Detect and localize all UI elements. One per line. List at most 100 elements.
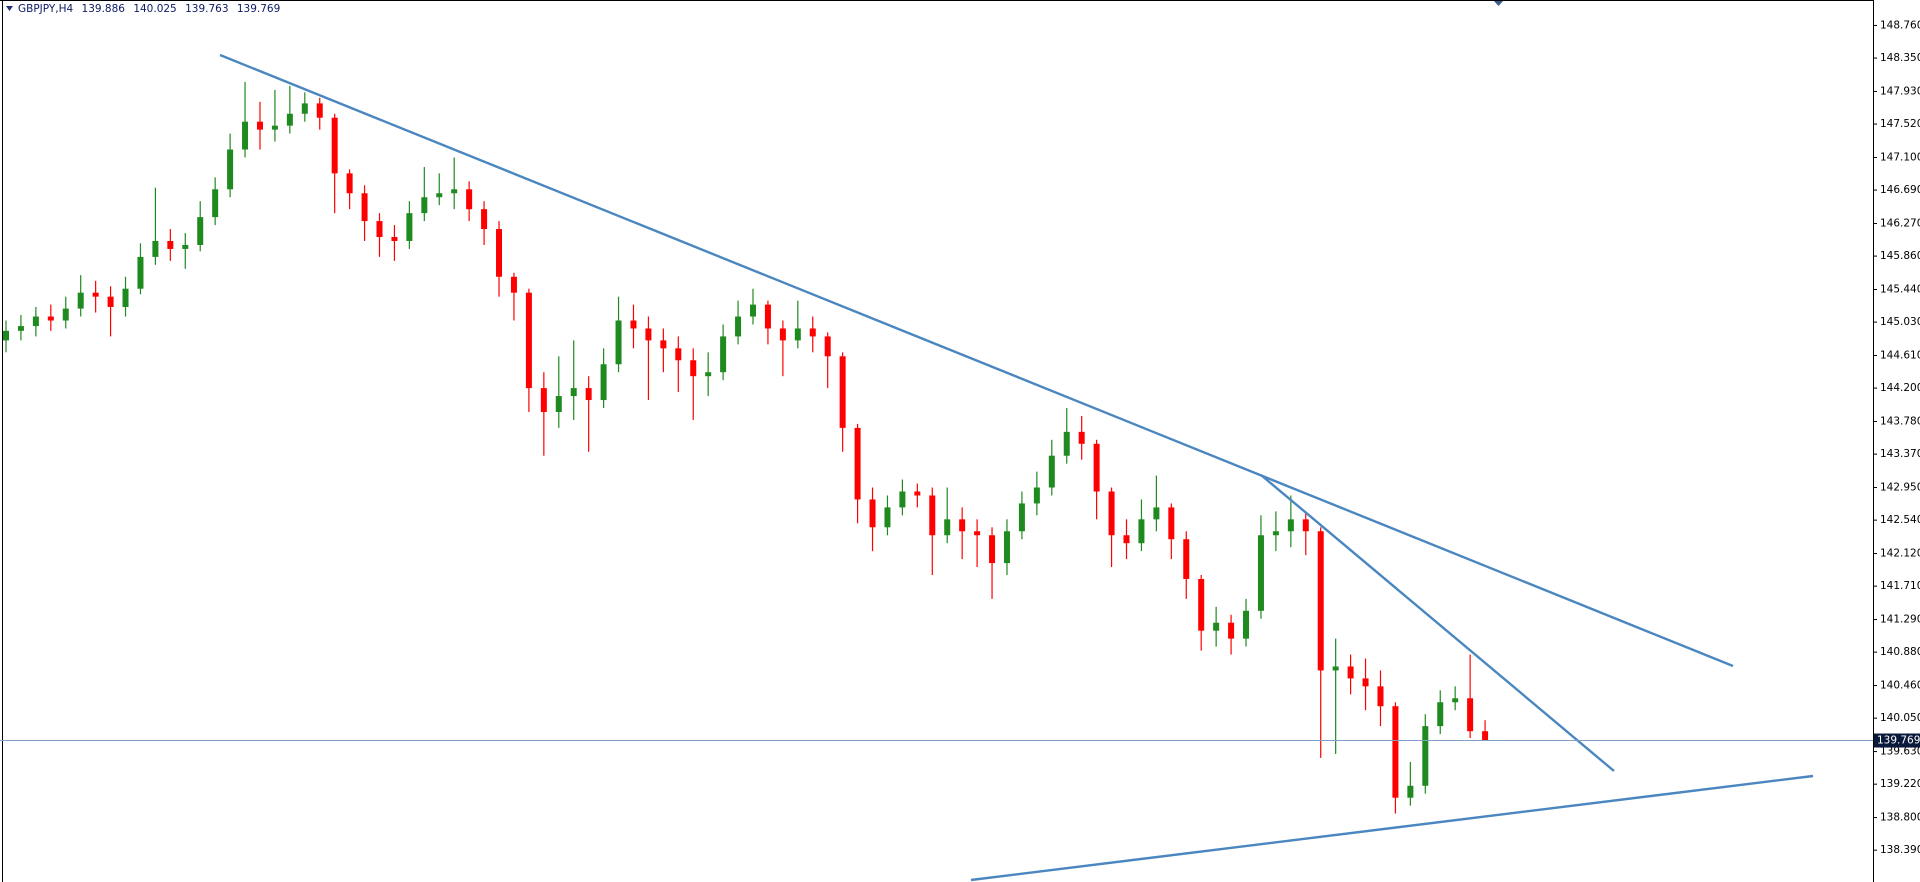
trend-line — [970, 774, 1814, 882]
candle-body — [1048, 455, 1055, 488]
y-tick-label: 138.800 — [1880, 812, 1920, 824]
candle-body — [1407, 785, 1414, 798]
candles — [3, 81, 1489, 814]
y-tick-label: 138.390 — [1880, 844, 1920, 856]
candle-body — [1302, 519, 1309, 532]
header-low: 139.763 — [185, 3, 228, 15]
candle-body — [167, 240, 174, 249]
y-tick-label: 145.860 — [1880, 250, 1920, 262]
candle-body — [1018, 503, 1025, 532]
chart-header: GBPJPY,H4 139.886 140.025 139.763 139.76… — [18, 3, 280, 15]
candle-body — [271, 125, 278, 130]
candle-body — [481, 209, 488, 230]
candle-body — [1198, 578, 1205, 631]
candle-body — [705, 372, 712, 377]
y-tick-label: 143.780 — [1880, 416, 1920, 428]
candle-body — [1033, 487, 1040, 504]
candle-body — [301, 103, 308, 114]
candle-body — [346, 173, 353, 194]
candle-body — [242, 121, 249, 150]
candle-body — [62, 308, 69, 321]
y-tick-label: 145.440 — [1880, 283, 1920, 295]
candle-body — [107, 296, 114, 307]
candle-body — [451, 189, 458, 194]
y-tick-label: 148.760 — [1880, 19, 1920, 31]
candle-body — [1153, 507, 1160, 520]
candle-body — [555, 396, 562, 412]
y-tick-label: 139.220 — [1880, 778, 1920, 790]
candle-body — [1392, 706, 1399, 798]
candle-body — [1422, 726, 1429, 786]
current-price-box — [1874, 733, 1920, 748]
candle-body — [1377, 686, 1384, 707]
candle-body — [376, 221, 383, 238]
candle-body — [1093, 443, 1100, 492]
candle-body — [137, 256, 144, 289]
candle-body — [540, 388, 547, 412]
header-close: 139.769 — [237, 3, 280, 15]
candle-body — [436, 193, 443, 198]
candle-body — [92, 292, 99, 297]
candle-body — [1168, 507, 1175, 540]
y-tick-label: 148.350 — [1880, 52, 1920, 64]
candle-body — [899, 491, 906, 508]
candle-body — [839, 356, 846, 428]
candle-body — [331, 117, 338, 174]
candle-body — [869, 499, 876, 528]
candle-body — [824, 336, 831, 357]
candle-body — [764, 304, 771, 329]
candle-body — [750, 304, 756, 317]
candle-body — [1362, 678, 1369, 687]
candle-body — [1003, 531, 1010, 564]
y-tick-label: 140.880 — [1880, 646, 1920, 658]
current-price-label: 139.769 — [1877, 735, 1920, 747]
trend-line — [219, 53, 1734, 668]
header-high: 140.025 — [133, 3, 176, 15]
candle-body — [630, 320, 637, 329]
y-tick-label: 142.120 — [1880, 548, 1920, 560]
candle-body — [286, 113, 293, 126]
candle-body — [974, 531, 981, 536]
y-tick-label: 141.290 — [1880, 614, 1920, 626]
candle-body — [884, 507, 891, 528]
candle-body — [1243, 610, 1250, 639]
candle-body — [794, 328, 801, 341]
candle-body — [152, 240, 159, 257]
menu-arrow[interactable] — [6, 6, 13, 11]
symbol-title: GBPJPY,H4 — [18, 3, 74, 15]
candle-body — [690, 360, 697, 377]
candle-body — [1063, 431, 1070, 456]
candle-body — [361, 193, 368, 222]
candle-body — [1332, 666, 1339, 671]
candle-body — [406, 213, 413, 241]
y-tick-label: 141.710 — [1880, 580, 1920, 592]
candle-body — [1228, 622, 1235, 639]
candle-body — [1272, 531, 1279, 536]
y-tick-label: 147.100 — [1880, 151, 1920, 163]
candle-body — [3, 330, 9, 341]
candle-body — [914, 491, 921, 496]
candle-body — [32, 316, 39, 327]
candle-body — [660, 340, 667, 349]
candle-body — [944, 519, 951, 536]
candle-body — [316, 103, 323, 118]
candle-body — [496, 229, 503, 277]
y-tick-label: 146.690 — [1880, 184, 1920, 196]
y-tick-label: 147.930 — [1880, 85, 1920, 97]
y-tick-label: 144.610 — [1880, 350, 1920, 362]
candle-body — [1257, 535, 1264, 611]
candle-body — [1437, 702, 1444, 727]
candle-body — [720, 336, 727, 373]
candle-body — [735, 316, 742, 337]
candle-body — [122, 288, 129, 307]
candle-body — [256, 121, 263, 130]
candle-body — [227, 149, 234, 190]
candle-body — [77, 292, 84, 309]
candle-body — [570, 388, 577, 397]
candle-body — [1482, 731, 1489, 741]
y-tick-label: 139.630 — [1880, 746, 1920, 758]
candle-body — [1467, 698, 1474, 732]
